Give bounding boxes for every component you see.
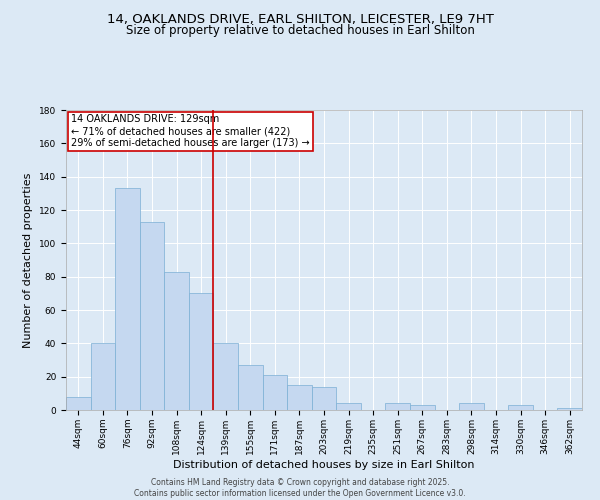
Bar bbox=[115, 188, 140, 410]
Bar bbox=[336, 404, 361, 410]
Bar bbox=[214, 344, 238, 410]
X-axis label: Distribution of detached houses by size in Earl Shilton: Distribution of detached houses by size … bbox=[173, 460, 475, 469]
Bar bbox=[410, 405, 434, 410]
Bar bbox=[557, 408, 582, 410]
Bar bbox=[238, 365, 263, 410]
Text: 14, OAKLANDS DRIVE, EARL SHILTON, LEICESTER, LE9 7HT: 14, OAKLANDS DRIVE, EARL SHILTON, LEICES… bbox=[107, 12, 493, 26]
Bar bbox=[91, 344, 115, 410]
Text: Contains HM Land Registry data © Crown copyright and database right 2025.
Contai: Contains HM Land Registry data © Crown c… bbox=[134, 478, 466, 498]
Bar bbox=[312, 386, 336, 410]
Bar bbox=[263, 375, 287, 410]
Bar bbox=[385, 404, 410, 410]
Bar bbox=[66, 396, 91, 410]
Y-axis label: Number of detached properties: Number of detached properties bbox=[23, 172, 34, 348]
Bar bbox=[189, 294, 214, 410]
Bar bbox=[508, 405, 533, 410]
Bar bbox=[140, 222, 164, 410]
Text: 14 OAKLANDS DRIVE: 129sqm
← 71% of detached houses are smaller (422)
29% of semi: 14 OAKLANDS DRIVE: 129sqm ← 71% of detac… bbox=[71, 114, 310, 148]
Text: Size of property relative to detached houses in Earl Shilton: Size of property relative to detached ho… bbox=[125, 24, 475, 37]
Bar bbox=[287, 385, 312, 410]
Bar bbox=[164, 272, 189, 410]
Bar bbox=[459, 404, 484, 410]
